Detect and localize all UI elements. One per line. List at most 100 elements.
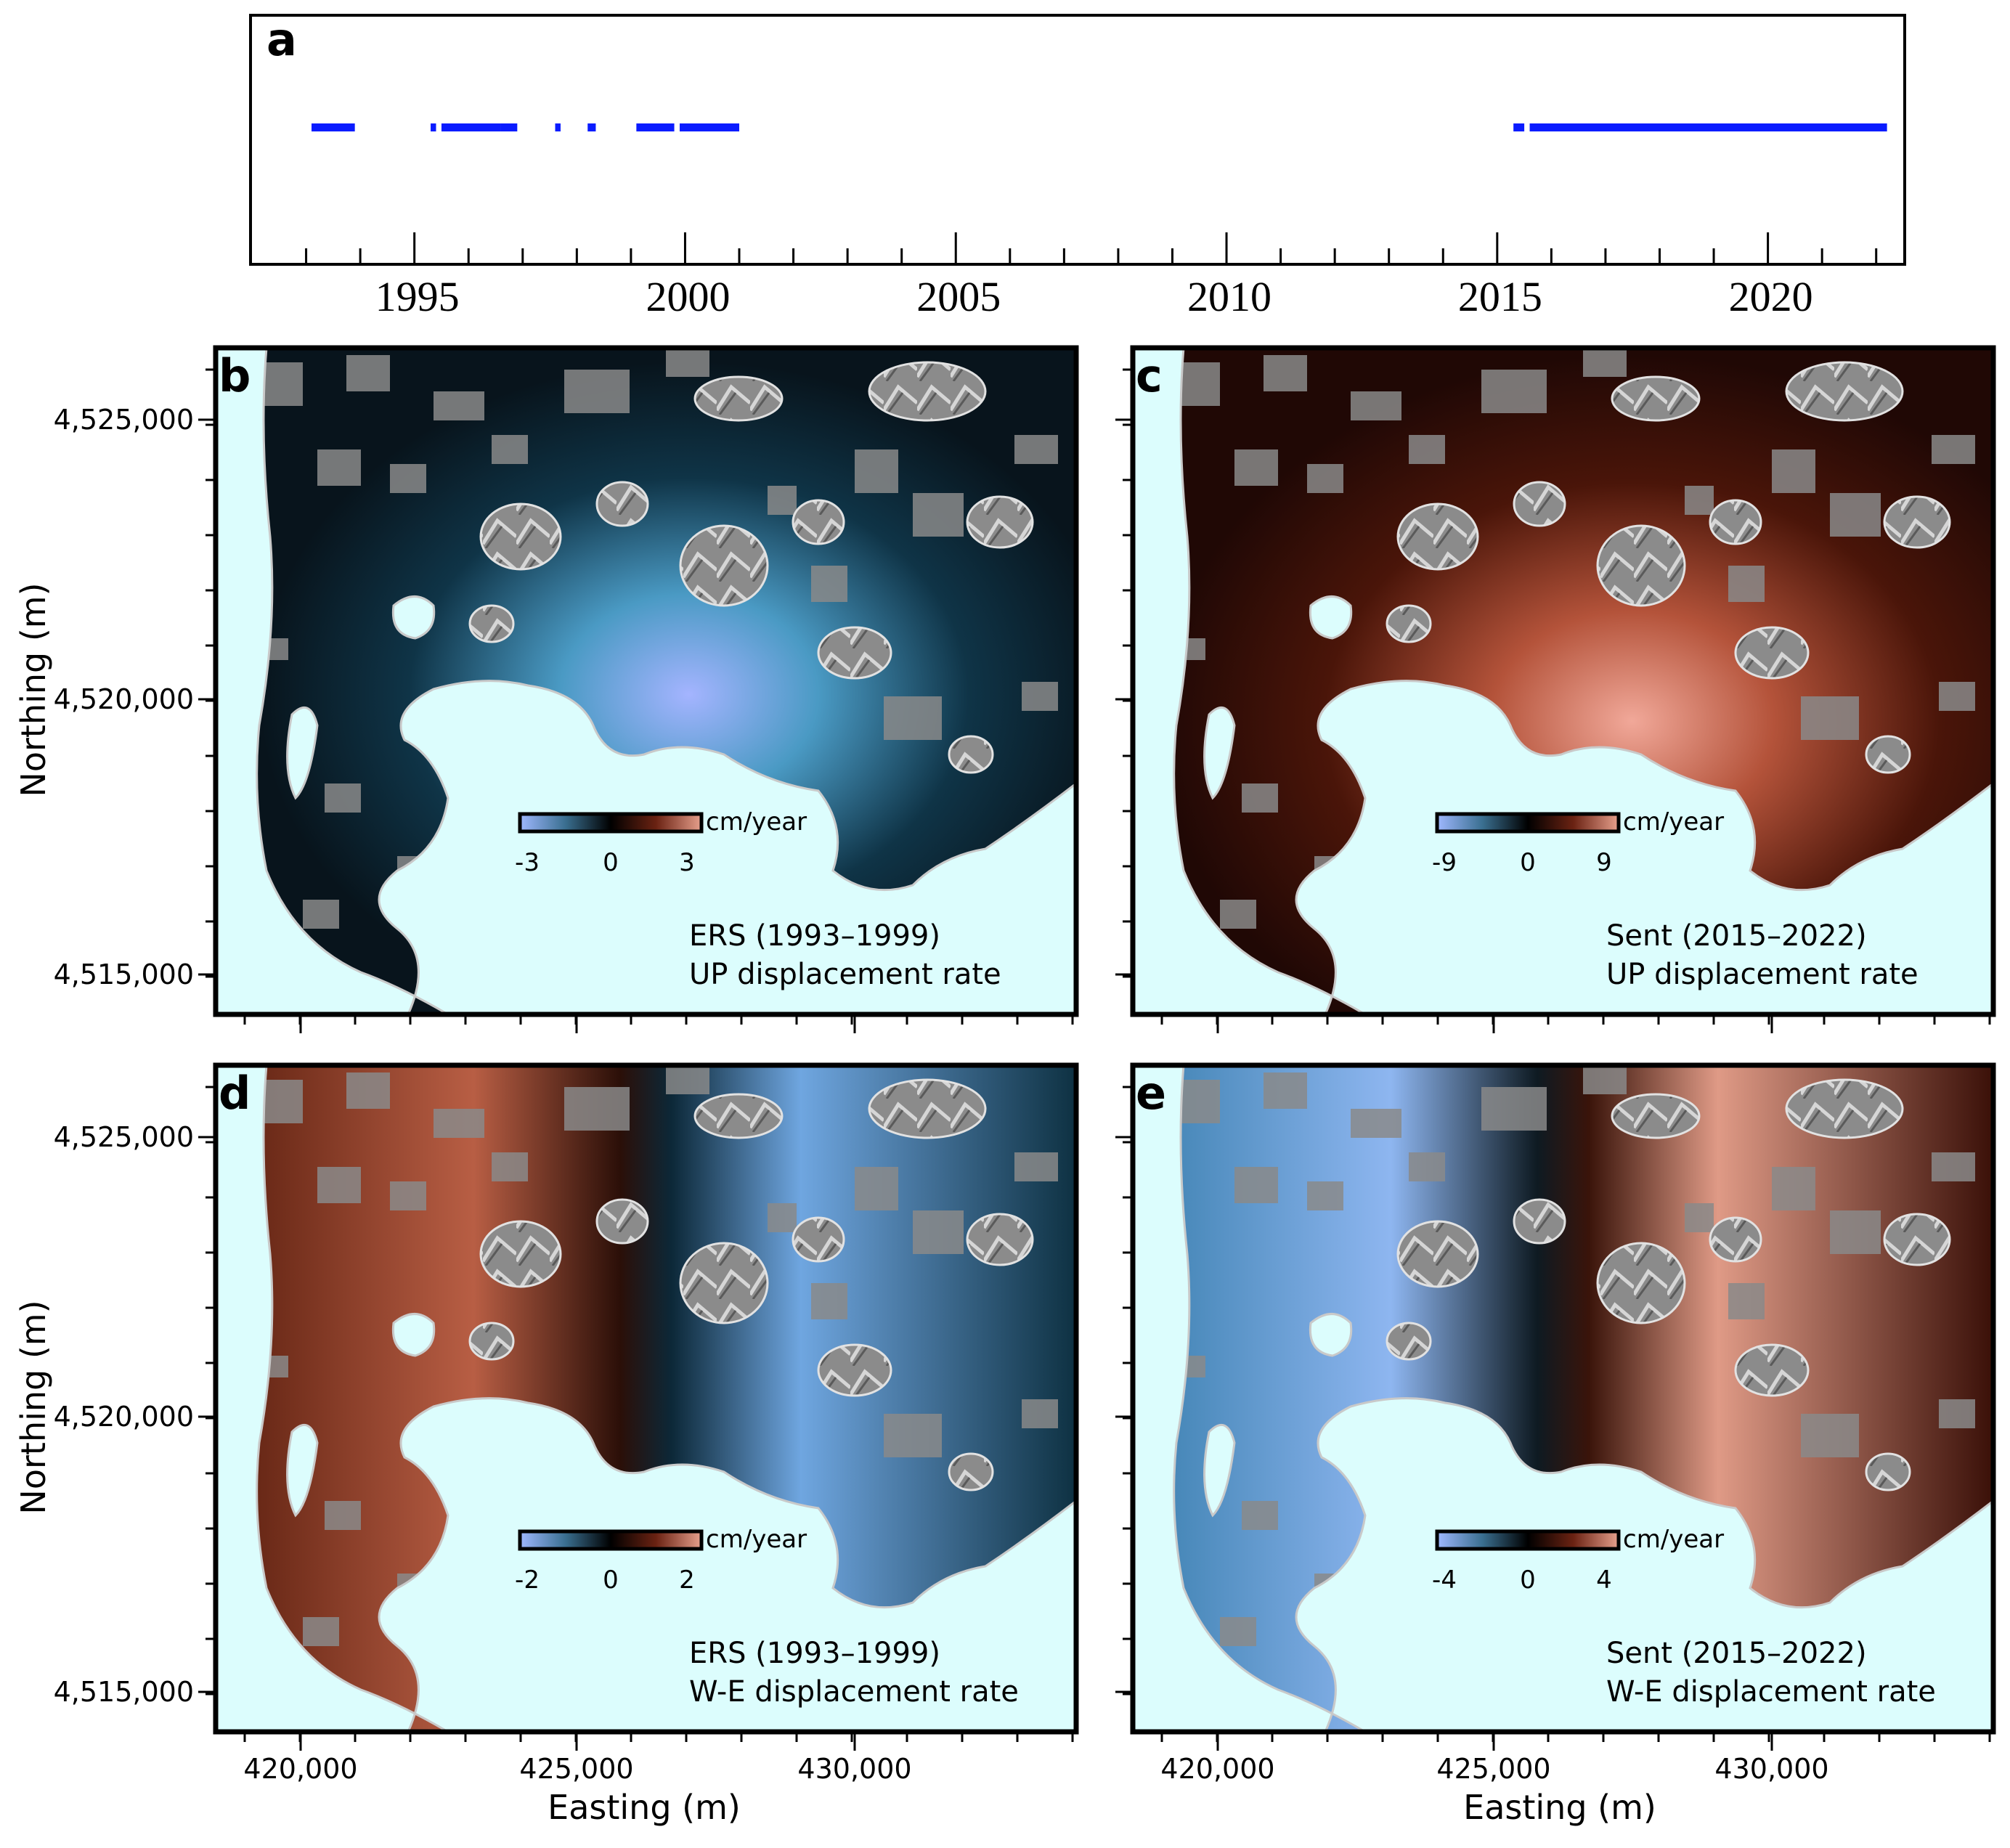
acquisition-segment [1513,123,1525,131]
masked-area [1481,370,1547,413]
masked-area [317,1167,361,1203]
masked-area [390,464,426,493]
year-tick-label: 1995 [375,273,460,320]
masked-area [884,1414,942,1457]
relief-hill [468,604,515,643]
year-tick-label: 2005 [916,273,1001,320]
masked-area [1728,566,1765,602]
masked-area [1932,435,1975,464]
sea [1133,1065,1993,1732]
masked-area [317,449,361,486]
masked-area [1772,449,1815,493]
masked-area [346,355,390,391]
relief-hill [693,1093,784,1139]
relief-hill [817,626,892,680]
acquisition-segment [555,123,561,131]
masked-area [1022,1399,1058,1428]
masked-area [1234,449,1278,486]
masked-area [1264,1072,1307,1109]
relief-hill [868,361,987,422]
panel-label-a: a [266,13,297,66]
y-tick-label: 4,515,000 [54,1676,194,1708]
relief-hill [1396,1220,1479,1288]
relief-hill [1865,1452,1911,1491]
year-tick-label: 2015 [1458,273,1542,320]
timeline-panel: a 1995 2000 2005 2010 2015 2020 [249,13,1906,320]
lake [391,1313,436,1357]
x-tick-label: 430,000 [797,1753,911,1785]
colorbar-unit: cm/year [1623,1525,1724,1554]
masked-area [325,783,361,813]
masked-area [1307,464,1343,493]
panel-frame [213,345,1079,1017]
relief-hill [948,1452,994,1491]
panel-caption-sensor: ERS (1993–1999) [689,919,940,953]
masked-area [1685,1203,1714,1232]
panel-label-d: d [219,1067,251,1120]
masked-area [564,370,630,413]
relief-hill [868,1078,987,1139]
relief-hill [1883,1213,1951,1266]
colorbar: cm/year -9 0 9 [1432,807,1724,877]
acquisition-segments [312,123,1887,131]
relief-hill [693,375,784,422]
acquisition-segment [431,123,436,131]
masked-area [913,493,964,537]
x-axis-title-left: Easting (m) [548,1788,741,1827]
relief-hill [792,499,845,545]
masked-area [1307,1181,1343,1210]
colorbar-tick-min: -3 [515,848,540,877]
panel-caption-sensor: Sent (2015–2022) [1606,919,1867,953]
panel-caption-quantity: W-E displacement rate [689,1675,1019,1709]
acquisition-segment [441,123,501,131]
relief-hill [679,1242,769,1324]
relief-hill [595,481,649,527]
year-tick-label: 2020 [1729,273,1813,320]
lake [1309,595,1353,640]
sea [216,1065,1076,1732]
y-tick-label: 4,515,000 [54,958,194,990]
lake [1203,1423,1236,1518]
colorbar-tick-max: 4 [1596,1566,1612,1595]
masked-area [303,900,339,929]
masked-area [1220,1617,1256,1646]
masked-area [811,566,847,602]
masked-area [1939,682,1975,711]
x-tick-label: 420,000 [1160,1753,1274,1785]
masked-area [1409,1152,1445,1181]
masked-area [1234,1167,1278,1203]
masked-area [1264,355,1307,391]
relief-hill [1785,361,1904,422]
x-tick-label: 420,000 [243,1753,357,1785]
x-tick-label: 425,000 [519,1753,633,1785]
masked-area [492,1152,528,1181]
relief-hill [1611,375,1701,422]
year-tick-label: 2000 [646,273,730,320]
masked-area [884,696,942,740]
masked-area [768,1203,797,1232]
relief-hill [1709,1216,1762,1263]
masked-area [390,1181,426,1210]
colorbar: cm/year -3 0 3 [515,807,807,877]
relief-hill [1611,1093,1701,1139]
masked-area [1242,1501,1278,1530]
acquisition-segment [636,123,675,131]
masked-area [1801,696,1859,740]
masked-area [434,1109,484,1138]
sea [216,348,1076,1014]
panel-caption-quantity: UP displacement rate [1606,958,1919,991]
sea [1133,348,1993,1014]
colorbar-tick-max: 9 [1596,848,1612,877]
relief-hill [1386,1322,1432,1361]
relief-hill [1785,1078,1904,1139]
colorbar: cm/year -2 0 2 [515,1525,807,1595]
panel-frame [1130,345,1996,1017]
relief-hill [679,524,769,607]
y-tick-label: 4,520,000 [54,1401,194,1433]
colorbar-ramp [518,1529,704,1551]
masked-area [564,1087,630,1131]
relief-hill [1734,626,1810,680]
colorbar-tick-mid: 0 [1520,1566,1536,1595]
masked-area [1801,1414,1859,1457]
